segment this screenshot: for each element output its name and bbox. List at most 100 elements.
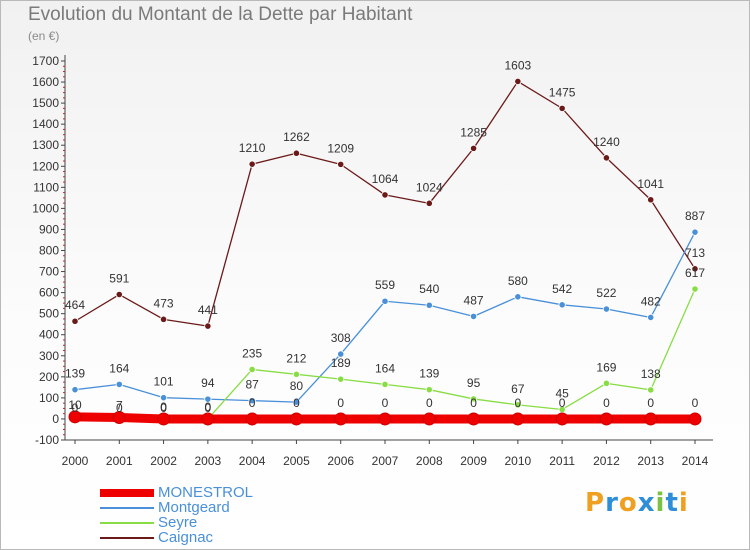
data-point-seyre bbox=[647, 386, 655, 394]
data-point-monestrol bbox=[334, 412, 348, 426]
data-label-zero: 0 bbox=[382, 396, 389, 410]
legend-label-seyre: Seyre bbox=[158, 514, 198, 531]
data-point-montgeard bbox=[381, 297, 389, 305]
data-label: 522 bbox=[596, 286, 616, 300]
data-point-monestrol bbox=[157, 412, 171, 426]
data-point-monestrol bbox=[555, 412, 569, 426]
x-tick-label: 2011 bbox=[549, 454, 575, 468]
chart-title: Evolution du Montant de la Dette par Hab… bbox=[28, 4, 413, 25]
data-point-caignac bbox=[647, 196, 655, 204]
data-point-caignac bbox=[71, 317, 79, 325]
x-tick-label: 2005 bbox=[283, 454, 310, 468]
data-label: 10 bbox=[68, 398, 82, 412]
data-point-monestrol bbox=[599, 412, 613, 426]
data-point-montgeard bbox=[248, 397, 256, 405]
x-tick-label: 2012 bbox=[593, 454, 620, 468]
data-point-monestrol bbox=[201, 412, 215, 426]
data-label-zero: 0 bbox=[293, 396, 300, 410]
data-point-seyre bbox=[469, 395, 478, 403]
y-tick-label: 1700 bbox=[32, 54, 59, 68]
data-point-caignac bbox=[469, 144, 478, 152]
data-label: 441 bbox=[198, 303, 218, 317]
data-point-montgeard bbox=[647, 313, 655, 322]
data-point-montgeard bbox=[204, 395, 212, 403]
x-tick-label: 2014 bbox=[682, 454, 709, 468]
data-point-monestrol bbox=[68, 410, 82, 424]
legend-item-monestrol: MONESTROL bbox=[100, 485, 253, 500]
data-label: 1064 bbox=[372, 172, 399, 186]
data-point-montgeard bbox=[558, 301, 566, 309]
data-label: 7 bbox=[116, 398, 123, 412]
data-label-zero: 0 bbox=[337, 396, 344, 410]
data-point-caignac bbox=[381, 191, 389, 199]
data-point-monestrol bbox=[422, 412, 436, 426]
data-point-montgeard bbox=[469, 312, 478, 321]
data-point-montgeard bbox=[115, 380, 123, 389]
data-point-caignac bbox=[292, 149, 301, 157]
data-label: 0 bbox=[205, 400, 212, 414]
data-label: 487 bbox=[464, 293, 484, 307]
data-point-caignac bbox=[115, 290, 123, 299]
data-label-zero: 0 bbox=[470, 396, 477, 410]
data-point-caignac bbox=[248, 160, 256, 168]
data-label: 464 bbox=[65, 298, 85, 312]
data-point-monestrol bbox=[112, 410, 126, 424]
data-label: 101 bbox=[154, 375, 174, 389]
data-label: 235 bbox=[242, 346, 262, 360]
data-label-zero: 0 bbox=[559, 396, 566, 410]
data-label-zero: 0 bbox=[426, 396, 433, 410]
proxiti-logo: Proxiti bbox=[585, 488, 689, 518]
x-tick-label: 2003 bbox=[195, 454, 222, 468]
data-label: 591 bbox=[109, 272, 129, 286]
y-tick-label: 500 bbox=[39, 307, 59, 321]
data-label: 0 bbox=[160, 401, 167, 415]
data-point-montgeard bbox=[602, 305, 611, 313]
data-label: 540 bbox=[419, 282, 439, 296]
y-tick-label: -100 bbox=[35, 433, 59, 447]
data-point-seyre bbox=[514, 401, 522, 409]
data-point-monestrol bbox=[644, 412, 658, 426]
x-tick-label: 2013 bbox=[637, 454, 664, 468]
data-point-seyre bbox=[292, 370, 301, 378]
data-label: 80 bbox=[290, 379, 304, 393]
data-label: 67 bbox=[511, 382, 525, 396]
data-point-caignac bbox=[691, 265, 699, 273]
legend-label-monestrol: MONESTROL bbox=[158, 484, 254, 501]
logo-letter: P bbox=[585, 488, 606, 518]
y-tick-label: 400 bbox=[39, 328, 59, 342]
data-label: 138 bbox=[641, 367, 661, 381]
data-label: 1240 bbox=[593, 135, 620, 149]
data-label: 87 bbox=[245, 378, 259, 392]
data-label: 473 bbox=[154, 296, 174, 310]
legend: MONESTROL Montgeard Seyre Caignac bbox=[100, 485, 253, 545]
data-point-caignac bbox=[425, 199, 433, 207]
data-label: 164 bbox=[109, 361, 129, 375]
y-tick-label: 1300 bbox=[32, 138, 59, 152]
chart-axes: -100010020030040050060070080090010001100… bbox=[32, 54, 713, 468]
data-label: 0 bbox=[116, 401, 123, 415]
data-label: 1210 bbox=[239, 141, 266, 155]
data-label: 1285 bbox=[460, 125, 487, 139]
data-point-monestrol bbox=[378, 412, 392, 426]
data-label: 169 bbox=[596, 360, 616, 374]
y-tick-label: 1000 bbox=[32, 201, 59, 215]
data-point-monestrol bbox=[467, 412, 481, 426]
data-point-monestrol bbox=[245, 412, 259, 426]
data-label: 482 bbox=[641, 294, 661, 308]
data-point-seyre bbox=[337, 375, 345, 383]
data-label: 887 bbox=[685, 209, 705, 223]
data-label: 0 bbox=[160, 400, 167, 414]
legend-swatch-montgeard bbox=[100, 506, 154, 509]
data-point-montgeard bbox=[71, 386, 79, 394]
data-point-monestrol bbox=[289, 412, 303, 426]
data-label: 559 bbox=[375, 278, 395, 292]
data-label: 95 bbox=[467, 376, 481, 390]
y-tick-label: 800 bbox=[39, 244, 59, 258]
legend-item-seyre: Seyre bbox=[100, 515, 253, 530]
data-point-caignac bbox=[602, 154, 611, 162]
data-label: 1024 bbox=[416, 180, 443, 194]
data-label: 164 bbox=[375, 361, 395, 375]
legend-swatch-seyre bbox=[100, 521, 154, 524]
